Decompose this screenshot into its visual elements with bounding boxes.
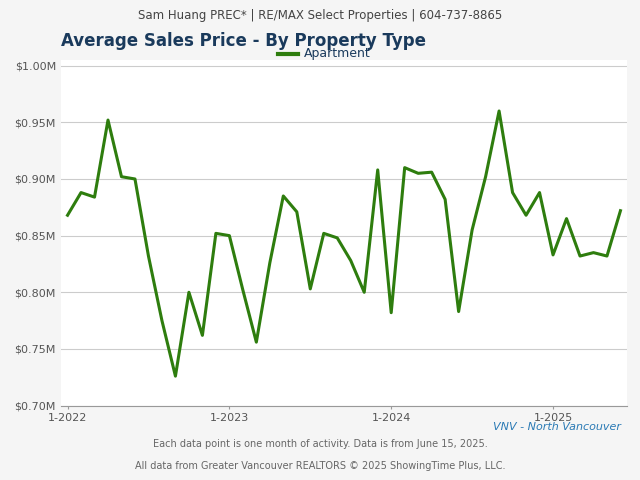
Text: VNV - North Vancouver: VNV - North Vancouver [493,422,621,432]
Text: Each data point is one month of activity. Data is from June 15, 2025.: Each data point is one month of activity… [152,439,488,449]
Text: Average Sales Price - By Property Type: Average Sales Price - By Property Type [61,33,426,50]
Text: All data from Greater Vancouver REALTORS © 2025 ShowingTime Plus, LLC.: All data from Greater Vancouver REALTORS… [135,461,505,471]
Text: Apartment: Apartment [304,48,371,60]
Text: Sam Huang PREC* | RE/MAX Select Properties | 604-737-8865: Sam Huang PREC* | RE/MAX Select Properti… [138,9,502,22]
